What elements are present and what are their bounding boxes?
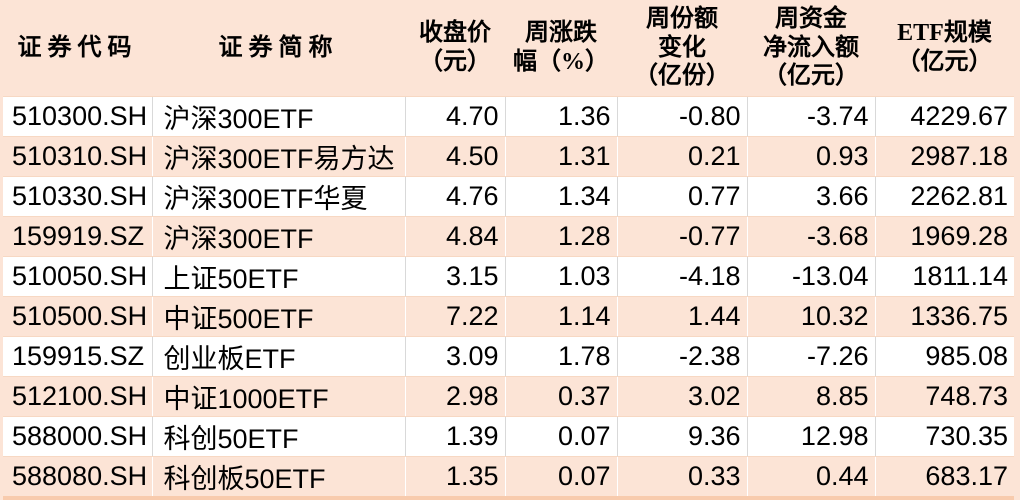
cell-scale: 4229.67 (875, 96, 1014, 137)
cell-close: 2.98 (405, 376, 506, 417)
cell-net_inflow: -3.74 (747, 96, 876, 137)
cell-code: 510300.SH (3, 96, 153, 137)
cell-change_pct: 1.03 (505, 256, 618, 297)
table-row: 510300.SH 沪深300ETF 4.70 1.36 -0.80 -3.74 4229.… (3, 96, 1014, 137)
cell-close: 4.76 (405, 176, 506, 217)
cell-scale: 683.17 (875, 456, 1014, 500)
cell-code: 512100.SH (3, 376, 153, 417)
cell-change_pct: 1.28 (505, 216, 618, 257)
cell-change_pct: 1.36 (505, 96, 618, 137)
cell-share_change: 3.02 (617, 376, 748, 417)
cell-change_pct: 0.37 (505, 376, 618, 417)
column-header-scale: ETF规模 （亿元） (875, 0, 1014, 97)
table-row: 510310.SH 沪深300ETF易方达 4.50 1.31 0.21 0.93 2987… (3, 136, 1014, 177)
cell-close: 1.39 (405, 416, 506, 457)
cell-change_pct: 1.31 (505, 136, 618, 177)
cell-scale: 730.35 (875, 416, 1014, 457)
cell-net_inflow: 10.32 (747, 296, 876, 337)
cell-share_change: -0.80 (617, 96, 748, 137)
cell-code: 510500.SH (3, 296, 153, 337)
cell-close: 4.70 (405, 96, 506, 137)
cell-net_inflow: 0.93 (747, 136, 876, 177)
cell-change_pct: 1.14 (505, 296, 618, 337)
cell-share_change: 9.36 (617, 416, 748, 457)
cell-name: 沪深300ETF华夏 (152, 176, 406, 217)
cell-scale: 748.73 (875, 376, 1014, 417)
cell-change_pct: 0.07 (505, 456, 618, 500)
column-header-share_change: 周份额 变化 （亿份） (617, 0, 747, 97)
cell-net_inflow: -3.68 (747, 216, 876, 257)
table-row: 159919.SZ 沪深300ETF 4.84 1.28 -0.77 -3.68 1969.… (3, 216, 1014, 257)
cell-scale: 2262.81 (875, 176, 1014, 217)
column-header-code: 证券代码 (3, 0, 152, 97)
table-row: 510500.SH 中证500ETF 7.22 1.14 1.44 10.32 1336.7… (3, 296, 1014, 337)
cell-share_change: -2.38 (617, 336, 748, 377)
cell-code: 588000.SH (3, 416, 153, 457)
cell-name: 中证1000ETF (152, 376, 406, 417)
cell-share_change: 0.21 (617, 136, 748, 177)
column-header-name: 证券简称 (152, 0, 405, 97)
table-row: 588000.SH 科创50ETF 1.39 0.07 9.36 12.98 730.35 (3, 416, 1014, 457)
cell-scale: 1811.14 (875, 256, 1014, 297)
cell-share_change: -4.18 (617, 256, 748, 297)
cell-change_pct: 1.34 (505, 176, 618, 217)
table-header: 证券代码 证券简称 收盘价 （元） 周涨跌 幅（%） 周份额 变化 （亿份） 周资金 净流… (3, 0, 1014, 97)
cell-net_inflow: -13.04 (747, 256, 876, 297)
column-header-net_inflow: 周资金 净流入额 （亿元） (747, 0, 875, 97)
cell-net_inflow: 3.66 (747, 176, 876, 217)
cell-net_inflow: -7.26 (747, 336, 876, 377)
cell-net_inflow: 0.44 (747, 456, 876, 500)
cell-name: 沪深300ETF易方达 (152, 136, 406, 177)
cell-code: 159915.SZ (3, 336, 153, 377)
cell-code: 159919.SZ (3, 216, 153, 257)
cell-close: 3.15 (405, 256, 506, 297)
cell-share_change: 0.33 (617, 456, 748, 500)
cell-code: 588080.SH (3, 456, 153, 500)
cell-share_change: 0.77 (617, 176, 748, 217)
cell-share_change: 1.44 (617, 296, 748, 337)
cell-scale: 1969.28 (875, 216, 1014, 257)
cell-close: 1.35 (405, 456, 506, 500)
cell-code: 510330.SH (3, 176, 153, 217)
cell-name: 科创50ETF (152, 416, 406, 457)
cell-name: 科创板50ETF (152, 456, 406, 500)
table-row: 510050.SH 上证50ETF 3.15 1.03 -4.18 -13.04 1811.… (3, 256, 1014, 297)
column-header-change_pct: 周涨跌 幅（%） (505, 0, 617, 97)
etf-weekly-table: 证券代码 证券简称 收盘价 （元） 周涨跌 幅（%） 周份额 变化 （亿份） 周资金 净流… (3, 0, 1014, 500)
cell-name: 沪深300ETF (152, 216, 406, 257)
cell-scale: 2987.18 (875, 136, 1014, 177)
cell-name: 上证50ETF (152, 256, 406, 297)
cell-net_inflow: 12.98 (747, 416, 876, 457)
cell-change_pct: 0.07 (505, 416, 618, 457)
table-row: 510330.SH 沪深300ETF华夏 4.76 1.34 0.77 3.66 2262.… (3, 176, 1014, 217)
cell-scale: 1336.75 (875, 296, 1014, 337)
cell-code: 510050.SH (3, 256, 153, 297)
table-row: 159915.SZ 创业板ETF 3.09 1.78 -2.38 -7.26 985.08 (3, 336, 1014, 377)
table-row: 512100.SH 中证1000ETF 2.98 0.37 3.02 8.85 748.73 (3, 376, 1014, 417)
cell-close: 7.22 (405, 296, 506, 337)
cell-change_pct: 1.78 (505, 336, 618, 377)
cell-scale: 985.08 (875, 336, 1014, 377)
cell-share_change: -0.77 (617, 216, 748, 257)
cell-name: 中证500ETF (152, 296, 406, 337)
column-header-close: 收盘价 （元） (405, 0, 505, 97)
cell-code: 510310.SH (3, 136, 153, 177)
cell-net_inflow: 8.85 (747, 376, 876, 417)
cell-name: 沪深300ETF (152, 96, 406, 137)
cell-close: 4.50 (405, 136, 506, 177)
table-body: 510300.SH 沪深300ETF 4.70 1.36 -0.80 -3.74 4229.… (3, 96, 1014, 500)
table-row: 588080.SH 科创板50ETF 1.35 0.07 0.33 0.44 683.17 (3, 456, 1014, 500)
cell-close: 4.84 (405, 216, 506, 257)
cell-close: 3.09 (405, 336, 506, 377)
header-row: 证券代码 证券简称 收盘价 （元） 周涨跌 幅（%） 周份额 变化 （亿份） 周资金 净流… (3, 0, 1014, 97)
cell-name: 创业板ETF (152, 336, 406, 377)
